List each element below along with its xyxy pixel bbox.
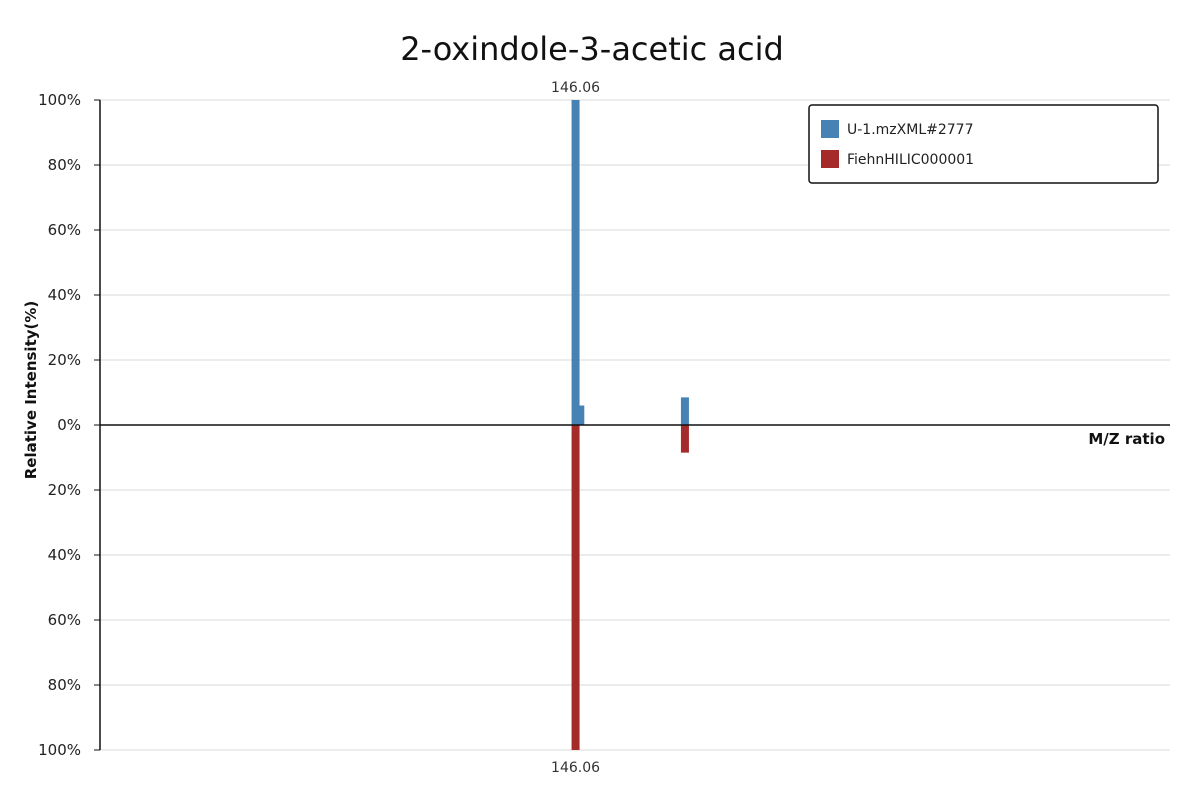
y-tick-label: 40%: [48, 546, 81, 564]
peak-bar: [576, 405, 585, 425]
legend-swatch: [821, 150, 839, 168]
y-tick-label: 20%: [48, 351, 81, 369]
y-tick-label: 20%: [48, 481, 81, 499]
legend-box: [808, 104, 1159, 184]
peak-bar: [571, 425, 580, 750]
peak-bar: [571, 100, 580, 425]
legend-swatch: [821, 120, 839, 138]
legend-label: U-1.mzXML#2777: [847, 122, 973, 138]
legend-label: FiehnHILIC000001: [847, 152, 974, 168]
legend: U-1.mzXML#2777 FiehnHILIC000001: [808, 104, 1159, 184]
x-axis-title: M/Z ratio: [1088, 430, 1165, 448]
peak-labels: 146.06 146.06: [551, 80, 600, 776]
y-tick-label: 80%: [48, 676, 81, 694]
peak-label: 146.06: [551, 80, 600, 96]
peak-label: 146.06: [551, 760, 600, 776]
chart-title: 2-oxindole-3-acetic acid: [400, 30, 784, 68]
peak-bars: [571, 100, 689, 750]
peak-bar: [680, 397, 689, 425]
y-tick-label: 80%: [48, 156, 81, 174]
y-tick-label: 0%: [57, 416, 81, 434]
y-tick-label: 60%: [48, 221, 81, 239]
y-tick-label: 40%: [48, 286, 81, 304]
y-axis-title: Relative Intensity(%): [22, 301, 40, 480]
y-tick-label: 60%: [48, 611, 81, 629]
y-tick-label: 100%: [38, 91, 81, 109]
peak-bar: [680, 425, 689, 453]
y-axis-ticks: 100% 80% 60% 40% 20% 0% 20% 40% 60% 80% 100%: [38, 91, 100, 759]
y-tick-label: 100%: [38, 741, 81, 759]
